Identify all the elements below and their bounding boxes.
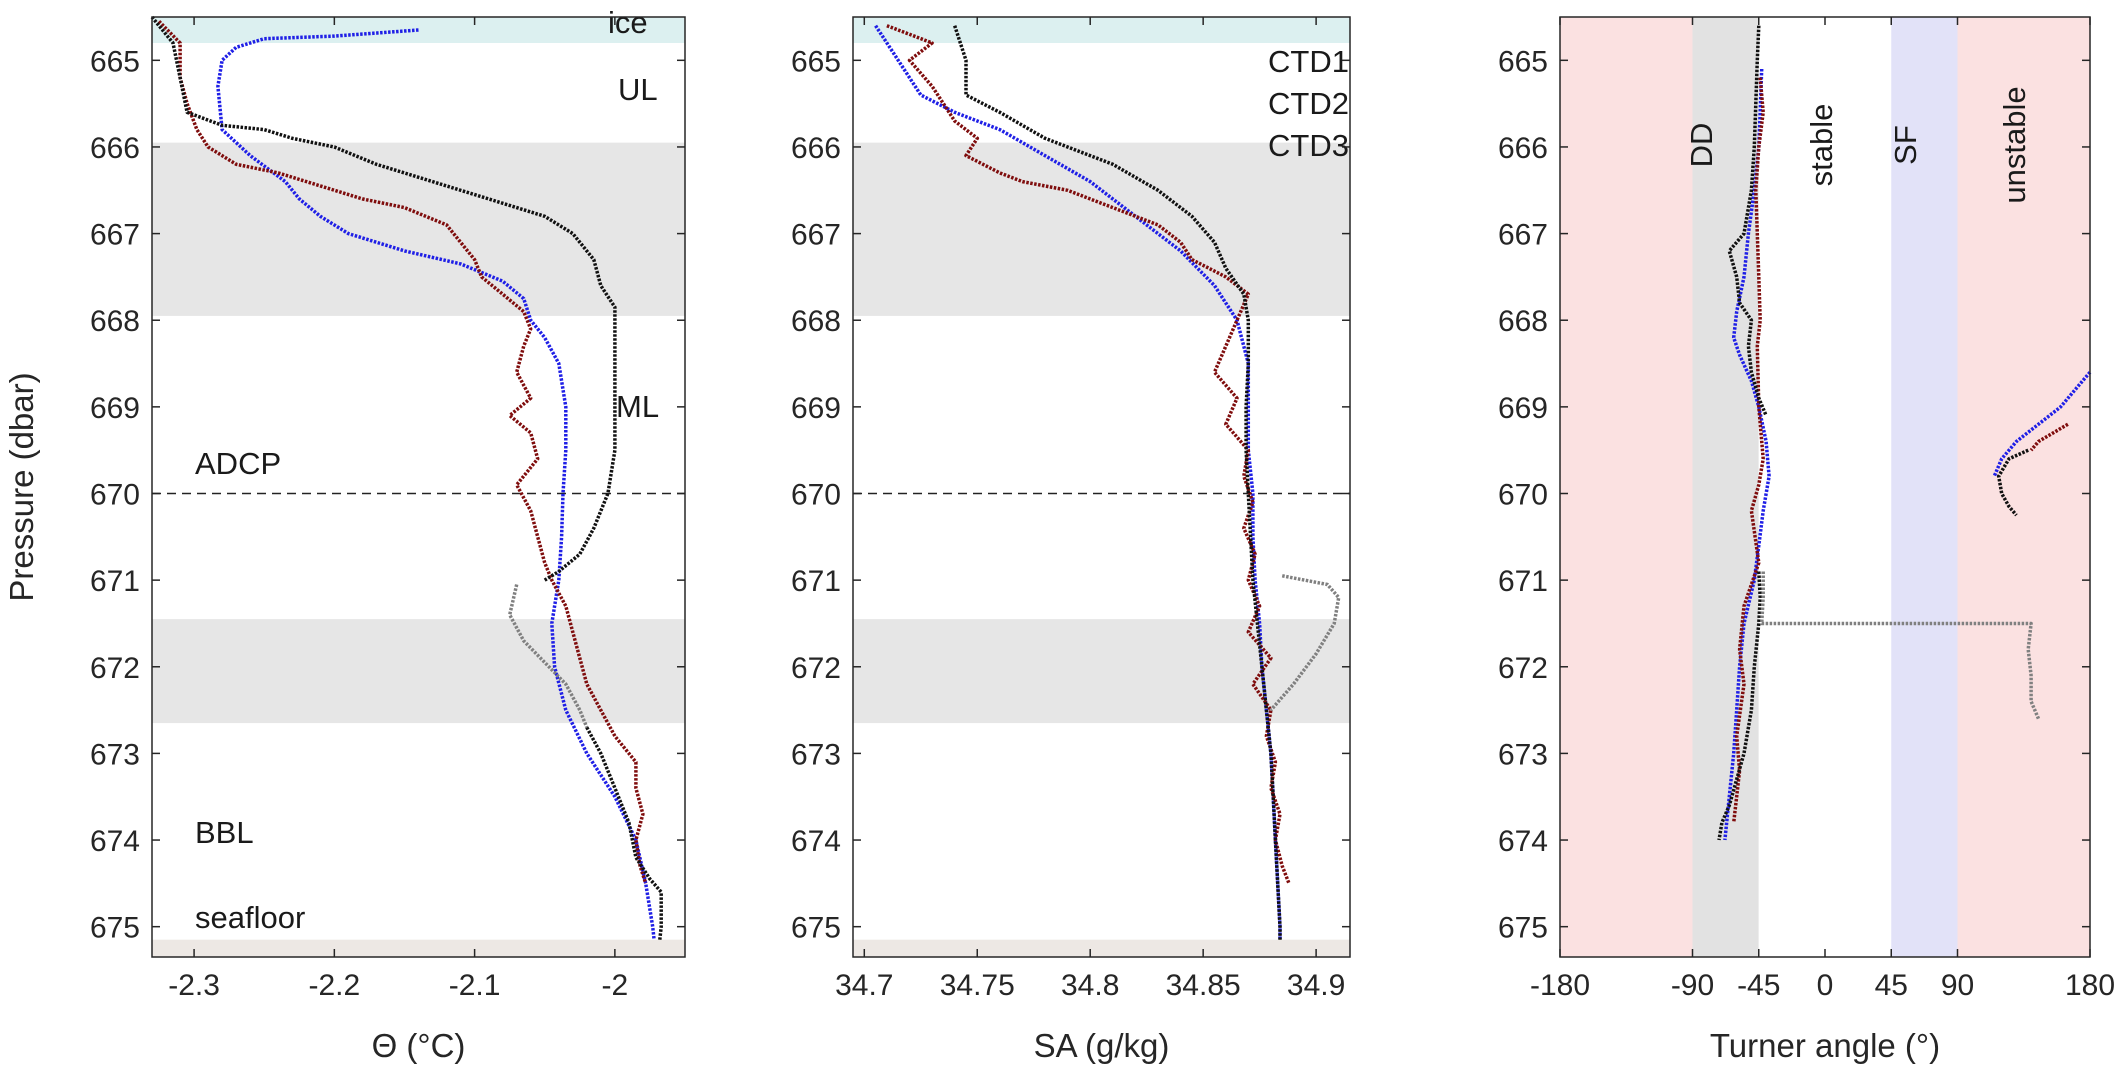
temperature-ytick-label: 666	[90, 132, 140, 165]
temperature-xtick-label: -2.2	[308, 969, 360, 1002]
salinity-xtick-label: 34.8	[1061, 969, 1119, 1002]
turner-ytick-label: 665	[1498, 45, 1548, 78]
regime-label-stable: stable	[1804, 104, 1839, 187]
salinity-xtick-label: 34.85	[1166, 969, 1241, 1002]
temperature-xtick-label: -2.1	[449, 969, 501, 1002]
annotation-adcp: ADCP	[195, 446, 281, 481]
turner-series-ctd1-right	[1992, 371, 2092, 477]
turner-series-ctd3-right	[1996, 448, 2029, 517]
temperature-ytick-label: 671	[90, 565, 140, 598]
salinity-ytick-label: 669	[791, 392, 841, 425]
turner-series-ctd2-right	[2029, 422, 2069, 452]
salinity-ytick-label: 666	[791, 132, 841, 165]
turner-ytick-label: 673	[1498, 738, 1548, 771]
annotation-ul: UL	[618, 72, 658, 107]
temp-series-ctd3-lower	[585, 726, 663, 940]
annotation-ml: ML	[616, 389, 659, 424]
temperature-ytick-label: 667	[90, 219, 140, 252]
annotation-ice: ice	[608, 5, 648, 40]
ice-band	[853, 17, 1350, 43]
interface-shade-lower	[152, 619, 685, 724]
seafloor-band	[152, 939, 685, 957]
legend-ctd1: CTD1	[1268, 44, 1349, 79]
turner-xtick-label: 90	[1941, 969, 1974, 1002]
temp-series-ctd3	[150, 15, 617, 582]
temperature-ytick-label: 675	[90, 912, 140, 945]
salinity-ytick-label: 672	[791, 652, 841, 685]
turner-series-ctd1	[1723, 68, 1771, 841]
regime-label-unstable: unstable	[1997, 86, 2032, 203]
regime-band-stable	[1758, 17, 1892, 957]
salinity-ytick-label: 675	[791, 912, 841, 945]
salinity-xtick-label: 34.9	[1287, 969, 1345, 1002]
turner-xtick-label: 45	[1875, 969, 1908, 1002]
interface-shade-upper	[853, 142, 1350, 316]
turner-ytick-label: 671	[1498, 565, 1548, 598]
temperature-axes-frame	[151, 16, 686, 958]
turner-xtick-label: -90	[1671, 969, 1714, 1002]
turner-series-ctd3-lower	[1717, 571, 1762, 841]
regime-band-dd	[1692, 17, 1759, 957]
turner-xtick-label: -180	[1530, 969, 1590, 1002]
salinity-xtick-label: 34.75	[940, 969, 1015, 1002]
turner-ytick-label: 675	[1498, 912, 1548, 945]
sal-series-interp	[1269, 574, 1341, 712]
turner-series-ctd2	[1731, 77, 1765, 823]
temperature-ytick-label: 673	[90, 738, 140, 771]
temperature-ytick-label: 668	[90, 305, 140, 338]
turner-ytick-label: 666	[1498, 132, 1548, 165]
salinity-x-axis-label: SA (g/kg)	[1034, 1027, 1170, 1064]
regime-band-unstable	[1560, 17, 1693, 957]
salinity-ytick-label: 670	[791, 478, 841, 511]
temperature-ytick-label: 669	[90, 392, 140, 425]
temperature-ytick-label: 670	[90, 478, 140, 511]
regime-label-sf: SF	[1888, 125, 1923, 165]
temperature-ytick-label: 665	[90, 45, 140, 78]
salinity-axes-frame	[852, 16, 1351, 958]
turner-series-interp	[1759, 571, 2041, 720]
temperature-ytick-label: 674	[90, 825, 140, 858]
temperature-xtick-label: -2	[602, 969, 629, 1002]
regime-label-dd: DD	[1684, 123, 1719, 168]
annotation-bbl: BBL	[195, 815, 254, 850]
salinity-ytick-label: 665	[791, 45, 841, 78]
turner-xtick-label: 180	[2065, 969, 2115, 1002]
turner-xtick-label: -45	[1737, 969, 1780, 1002]
regime-band-sf	[1891, 17, 1958, 957]
sal-series-ctd3	[953, 25, 1282, 940]
turner-xtick-label: 0	[1817, 969, 1834, 1002]
salinity-ytick-label: 671	[791, 565, 841, 598]
turner-ytick-label: 669	[1498, 392, 1548, 425]
temperature-x-axis-label: Θ (°C)	[372, 1027, 466, 1064]
turner-ytick-label: 668	[1498, 305, 1548, 338]
temp-series-ctd1	[216, 28, 656, 940]
y-axis-label: Pressure (dbar)	[3, 372, 40, 601]
salinity-xtick-label: 34.7	[835, 969, 893, 1002]
turner-panel: DD stable SF unstable 665 666 667 668 669 670 671 6…	[1498, 16, 2115, 1064]
temperature-ytick-label: 672	[90, 652, 140, 685]
turner-ytick-label: 672	[1498, 652, 1548, 685]
ice-band	[152, 17, 685, 43]
legend-ctd2: CTD2	[1268, 86, 1349, 121]
temperature-panel: ice UL ML ADCP BBL seafloor 665 666 667 668 669 670…	[3, 5, 686, 1064]
salinity-ytick-label: 674	[791, 825, 841, 858]
salinity-ytick-label: 673	[791, 738, 841, 771]
turner-ytick-label: 670	[1498, 478, 1548, 511]
seafloor-band	[853, 939, 1350, 957]
turner-x-axis-label: Turner angle (°)	[1710, 1027, 1940, 1064]
turner-ytick-label: 667	[1498, 219, 1548, 252]
salinity-ytick-label: 668	[791, 305, 841, 338]
turner-series-ctd3	[1727, 25, 1768, 417]
regime-band-unstable	[1957, 17, 2090, 957]
temperature-xtick-label: -2.3	[168, 969, 220, 1002]
annotation-seafloor: seafloor	[195, 900, 305, 935]
salinity-ytick-label: 667	[791, 219, 841, 252]
temp-series-ctd2	[157, 20, 648, 884]
turner-ytick-label: 674	[1498, 825, 1548, 858]
sal-series-ctd2	[886, 24, 1291, 885]
interface-shade-upper	[152, 142, 685, 316]
legend-ctd3: CTD3	[1268, 128, 1349, 163]
salinity-panel: CTD1 CTD2 CTD3 665 666 667 668 669 670 671 672 673 6…	[791, 16, 1351, 1064]
